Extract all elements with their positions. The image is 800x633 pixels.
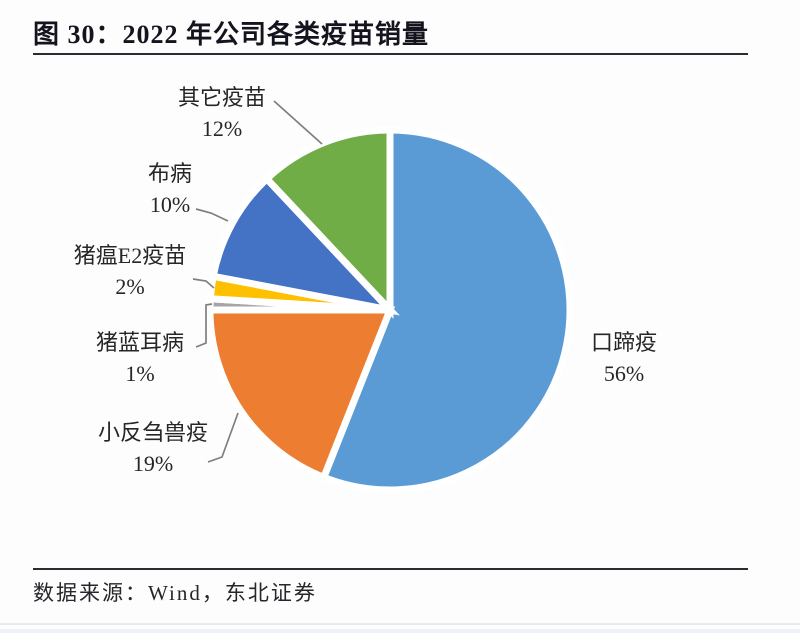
slice-name-swine-fever-e2: 猪瘟E2疫苗 <box>73 243 187 268</box>
slice-name-fmd: 口蹄疫 <box>590 330 658 355</box>
slice-percent-swine-fever-e2: 2% <box>115 274 145 299</box>
slice-percent-brucellosis: 10% <box>149 192 191 217</box>
slice-name-other-vaccines: 其它疫苗 <box>177 85 267 110</box>
leader-line-prrs <box>195 303 213 348</box>
page-edge-strip <box>0 629 800 633</box>
leader-line-brucellosis <box>195 208 229 222</box>
pie-slice-ppr <box>206 306 396 482</box>
bottom-rule <box>33 568 748 570</box>
slice-percent-other-vaccines: 12% <box>201 116 243 141</box>
slice-percent-fmd: 56% <box>603 361 645 386</box>
slice-label-fmd: 口蹄疫 56% <box>591 327 657 389</box>
leader-line-other-vaccines <box>273 100 323 145</box>
source-note: 数据来源：Wind，东北证券 <box>33 581 317 605</box>
figure-title: 图 30：2022 年公司各类疫苗销量 <box>33 20 430 49</box>
pie-slice-brucellosis <box>209 173 400 316</box>
slice-percent-ppr: 19% <box>132 451 174 476</box>
slice-label-other-vaccines: 其它疫苗 12% <box>178 82 266 144</box>
slice-name-brucellosis: 布病 <box>147 161 193 186</box>
slice-percent-prrs: 1% <box>125 361 155 386</box>
slice-label-prrs: 猪蓝耳病 1% <box>96 327 184 389</box>
title-rule <box>33 53 748 55</box>
slice-name-ppr: 小反刍兽疫 <box>97 420 209 445</box>
slice-name-prrs: 猪蓝耳病 <box>95 330 185 355</box>
slice-label-swine-fever-e2: 猪瘟E2疫苗 2% <box>74 240 186 302</box>
page-edge-smudge <box>0 623 800 625</box>
pie-slice-fmd <box>319 126 574 494</box>
slice-label-ppr: 小反刍兽疫 19% <box>98 417 208 479</box>
leader-line-ppr <box>207 412 239 463</box>
pie-slice-other-vaccines <box>261 126 394 319</box>
slice-label-brucellosis: 布病 10% <box>148 158 192 220</box>
leader-line-swine-fever-e2 <box>192 278 215 289</box>
